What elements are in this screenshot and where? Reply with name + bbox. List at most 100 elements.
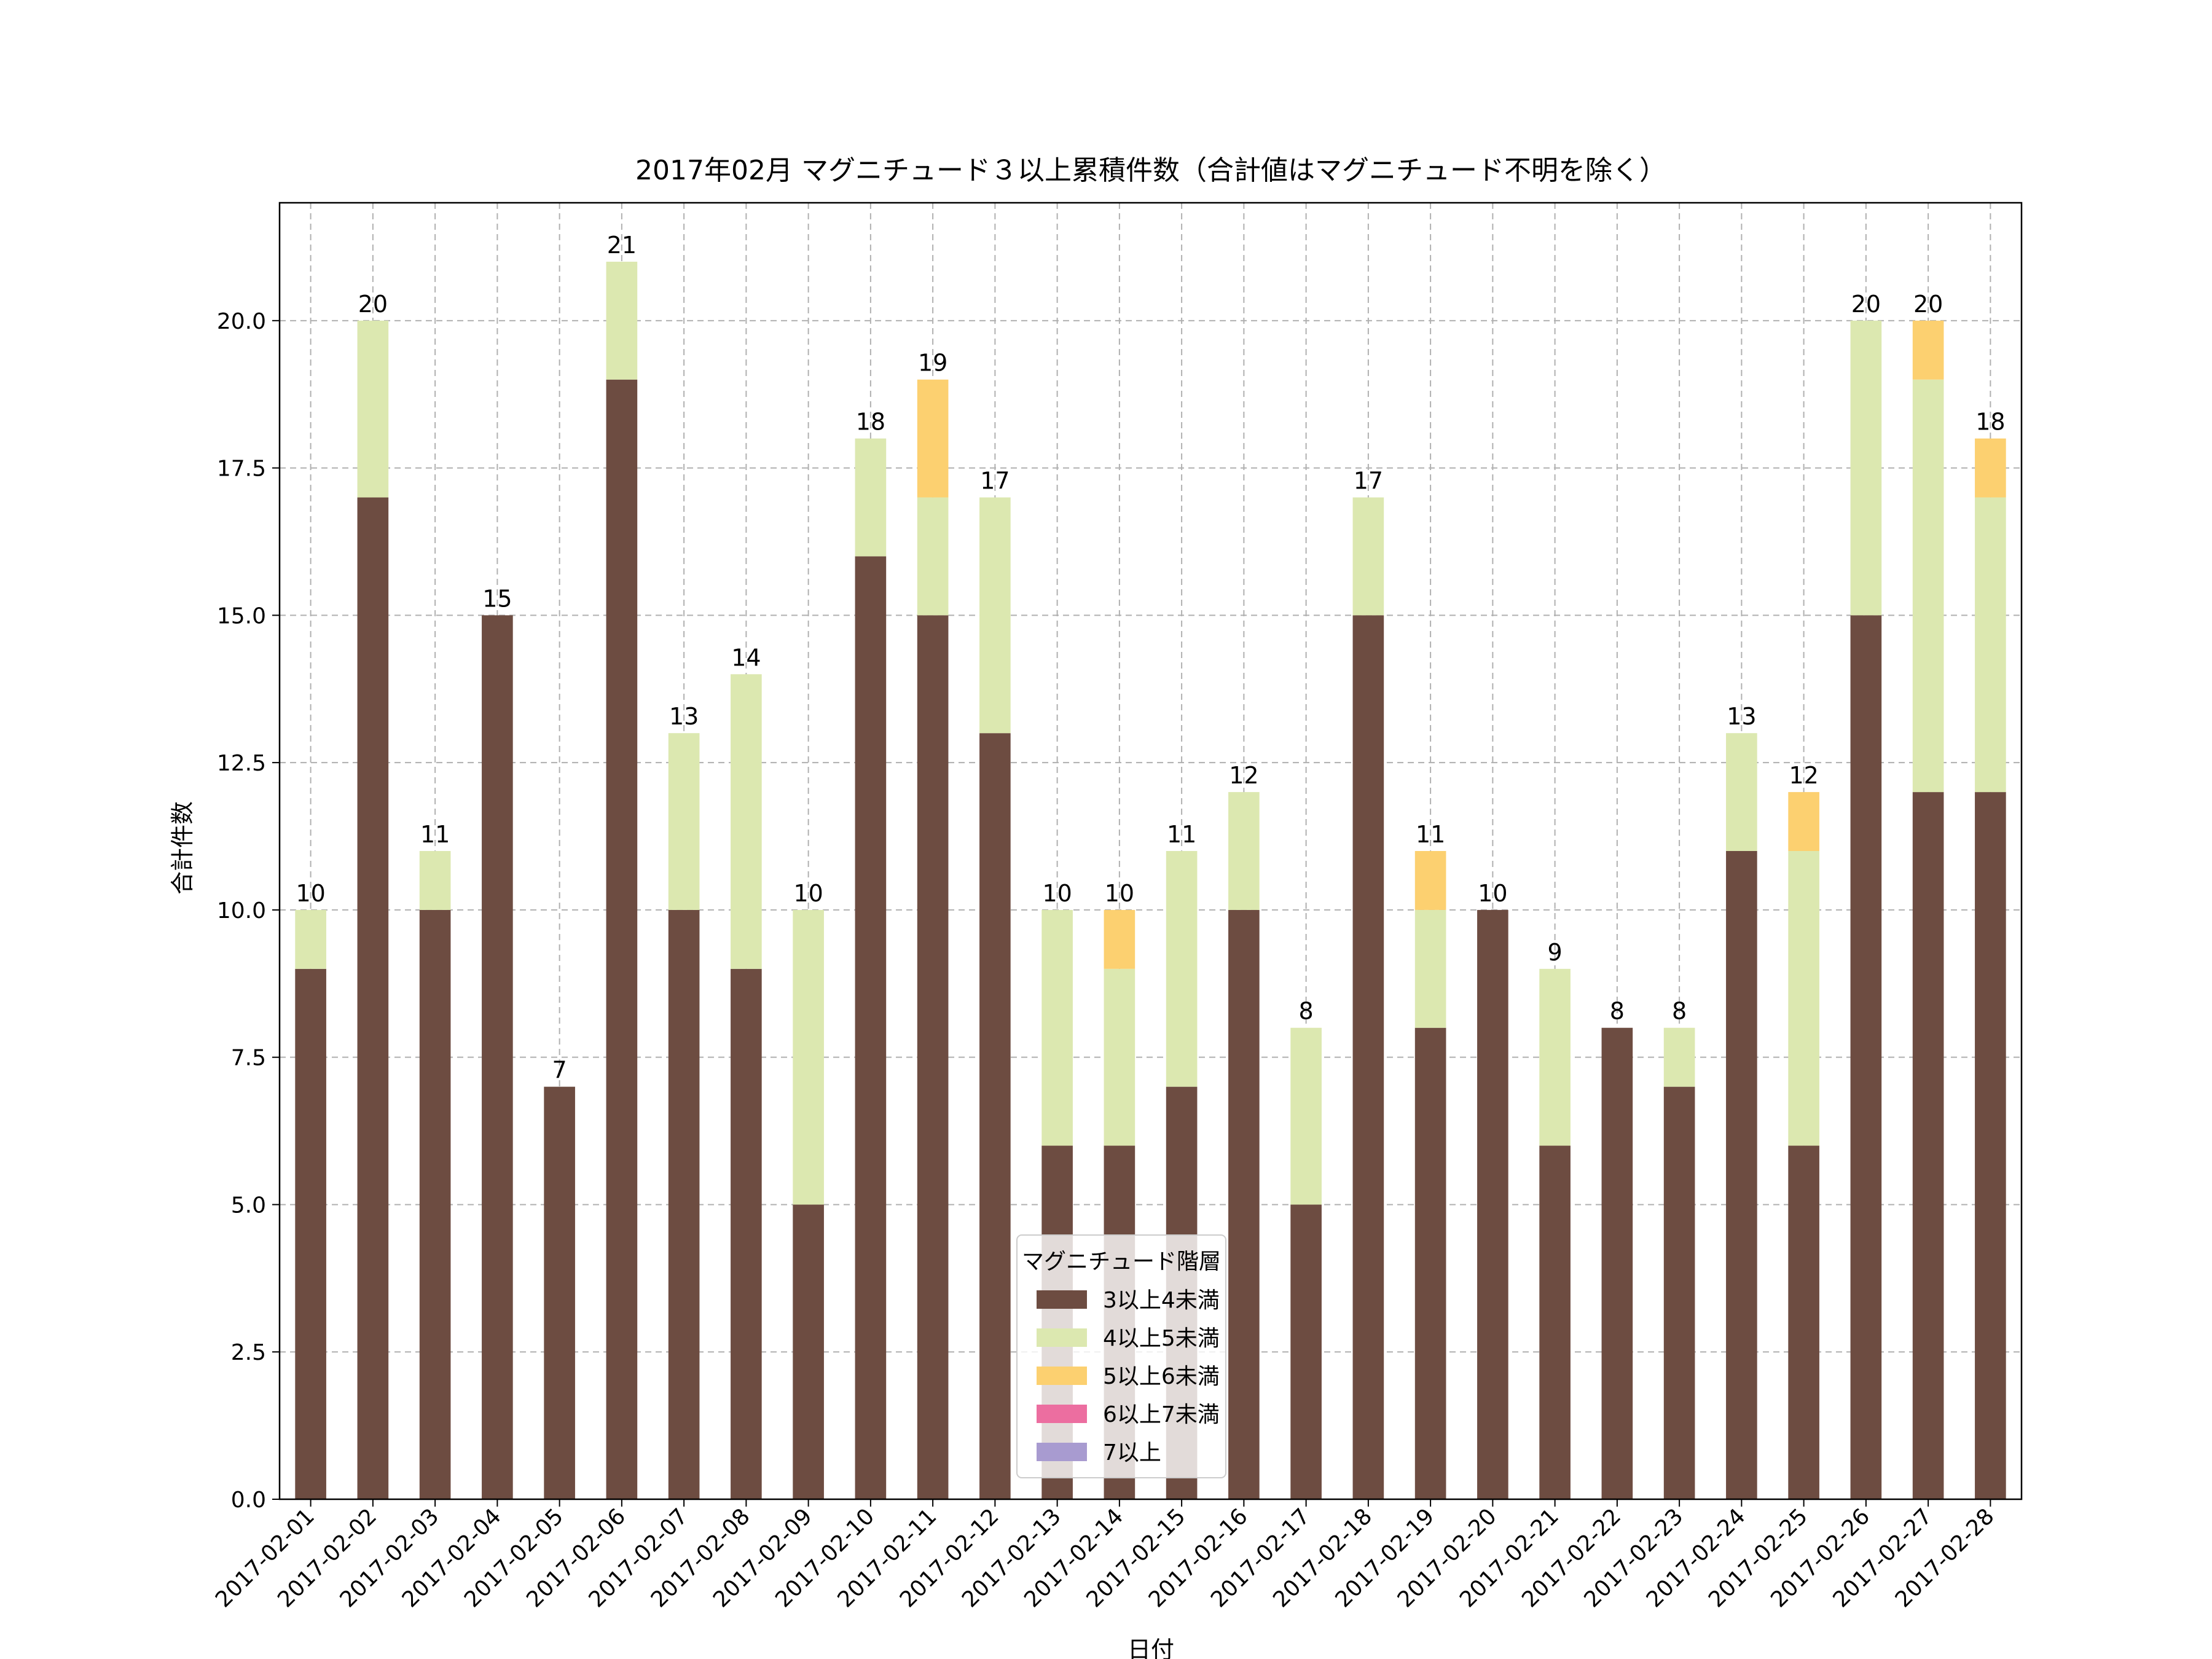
legend-label: 4以上5未満: [1103, 1326, 1220, 1351]
bar-segment-2-2017-02-25: [1788, 851, 1819, 1146]
bar-segment-1-2017-02-23: [1663, 1086, 1695, 1499]
bar-segment-1-2017-02-27: [1912, 792, 1944, 1499]
total-label: 11: [1167, 821, 1196, 848]
bar-segment-1-2017-02-08: [731, 968, 762, 1499]
bar-segment-1-2017-02-24: [1726, 851, 1757, 1499]
bar-segment-1-2017-02-10: [855, 556, 887, 1499]
total-label: 19: [918, 350, 947, 377]
bar-segment-1-2017-02-04: [482, 615, 513, 1499]
y-tick-label: 5.0: [231, 1193, 266, 1218]
y-axis: 0.0 2.5 5.0 7.5 10.0 12.5 15.0 17.5 20.0: [217, 309, 280, 1513]
bar-segment-1-2017-02-06: [606, 379, 638, 1499]
legend-swatch: [1037, 1443, 1087, 1461]
bar-segment-2-2017-02-08: [731, 674, 762, 969]
bar-segment-3-2017-02-11: [917, 379, 949, 498]
bar-segment-1-2017-02-05: [544, 1086, 575, 1499]
bar-segment-2-2017-02-03: [419, 851, 451, 910]
total-label: 18: [856, 409, 885, 436]
total-labels: 10 20 11 15 7 21 13 14 10 18 19 17 10 10 11 12 8 17 11 10 9 8…: [296, 232, 2005, 1084]
bar-segment-2-2017-02-24: [1726, 733, 1757, 851]
bar-segment-1-2017-02-25: [1788, 1145, 1819, 1499]
y-tick-label: 20.0: [217, 309, 266, 334]
bar-segment-2-2017-02-09: [793, 909, 824, 1205]
bar-segment-1-2017-02-17: [1290, 1204, 1322, 1499]
bar-segment-1-2017-02-19: [1414, 1027, 1446, 1499]
total-label: 17: [980, 468, 1010, 495]
legend-label: 7以上: [1103, 1440, 1161, 1465]
total-label: 20: [358, 291, 388, 318]
total-label: 8: [1610, 998, 1625, 1025]
y-tick-label: 17.5: [217, 457, 266, 482]
bar-segment-2-2017-02-23: [1663, 1027, 1695, 1087]
bar-segment-2-2017-02-10: [855, 438, 887, 557]
total-label: 10: [1042, 880, 1072, 907]
y-axis-label: 合計件数: [169, 801, 196, 895]
bar-segment-2-2017-02-17: [1290, 1027, 1322, 1205]
bar-segment-2-2017-02-21: [1539, 968, 1571, 1146]
bar-segment-2-2017-02-11: [917, 497, 949, 616]
total-label: 13: [1727, 703, 1756, 730]
bar-segment-3-2017-02-19: [1414, 851, 1446, 910]
bar-segment-3-2017-02-14: [1104, 909, 1135, 969]
y-tick-label: 15.0: [217, 603, 266, 629]
bar-segment-2-2017-02-01: [295, 909, 326, 969]
bar-segment-2-2017-02-26: [1850, 320, 1882, 616]
total-label: 9: [1548, 939, 1563, 966]
bar-segment-1-2017-02-21: [1539, 1145, 1571, 1499]
y-tick-label: 0.0: [231, 1488, 266, 1513]
total-label: 14: [731, 644, 761, 671]
bar-segment-2-2017-02-02: [357, 320, 389, 498]
bar-segment-3-2017-02-25: [1788, 792, 1819, 851]
bar-segment-1-2017-02-18: [1352, 615, 1384, 1499]
y-tick-label: 10.0: [217, 898, 266, 924]
y-tick-label: 12.5: [217, 751, 266, 776]
bar-segment-1-2017-02-16: [1228, 909, 1260, 1499]
total-label: 10: [1105, 880, 1134, 907]
total-label: 13: [669, 703, 699, 730]
total-label: 20: [1913, 291, 1943, 318]
total-label: 15: [482, 585, 512, 612]
plot-frame: [278, 202, 2023, 1500]
bar-segment-3-2017-02-27: [1912, 320, 1944, 380]
total-label: 12: [1789, 762, 1818, 789]
legend-swatch: [1037, 1290, 1087, 1309]
legend-swatch: [1037, 1367, 1087, 1385]
bar-segment-1-2017-02-12: [979, 733, 1011, 1499]
bar-segment-1-2017-02-02: [357, 497, 389, 1500]
legend: マグニチュード階層 3以上4未満 4以上5未満 5以上6未満 6以上7未満 7以上: [1016, 1234, 1226, 1478]
total-label: 8: [1299, 998, 1314, 1025]
bar-segment-1-2017-02-07: [668, 909, 700, 1499]
bar-segment-3-2017-02-28: [1975, 438, 2006, 498]
y-tick-label: 2.5: [231, 1340, 266, 1365]
y-tick-label: 7.5: [231, 1046, 266, 1071]
bar-segment-1-2017-02-20: [1477, 909, 1508, 1499]
bar-segment-2-2017-02-16: [1228, 792, 1260, 910]
total-label: 7: [552, 1057, 567, 1084]
total-label: 17: [1354, 468, 1383, 495]
total-label: 11: [420, 821, 450, 848]
bars: [295, 261, 2006, 1500]
total-label: 12: [1229, 762, 1258, 789]
bar-segment-2-2017-02-28: [1975, 497, 2006, 793]
total-label: 20: [1851, 291, 1881, 318]
legend-swatch: [1037, 1328, 1087, 1347]
bar-segment-2-2017-02-06: [606, 261, 638, 380]
bar-segment-1-2017-02-22: [1601, 1027, 1633, 1499]
bar-segment-1-2017-02-28: [1975, 792, 2006, 1499]
bar-segment-1-2017-02-26: [1850, 615, 1882, 1499]
bar-segment-2-2017-02-18: [1352, 497, 1384, 616]
bar-segment-2-2017-02-07: [668, 733, 700, 910]
bar-segment-1-2017-02-01: [295, 968, 326, 1499]
bar-segment-2-2017-02-14: [1104, 968, 1135, 1146]
bar-segment-1-2017-02-03: [419, 909, 451, 1499]
total-label: 11: [1416, 821, 1445, 848]
bar-segment-2-2017-02-27: [1912, 379, 1944, 793]
total-label: 8: [1672, 998, 1687, 1025]
legend-label: 5以上6未満: [1103, 1364, 1220, 1389]
chart-title: 2017年02月 マグニチュード３以上累積件数（合計値はマグニチュード不明を除く…: [635, 155, 1666, 186]
bar-segment-1-2017-02-11: [917, 615, 949, 1499]
x-axis-label: 日付: [1128, 1636, 1174, 1659]
bar-segment-2-2017-02-19: [1414, 909, 1446, 1028]
total-label: 10: [793, 880, 823, 907]
